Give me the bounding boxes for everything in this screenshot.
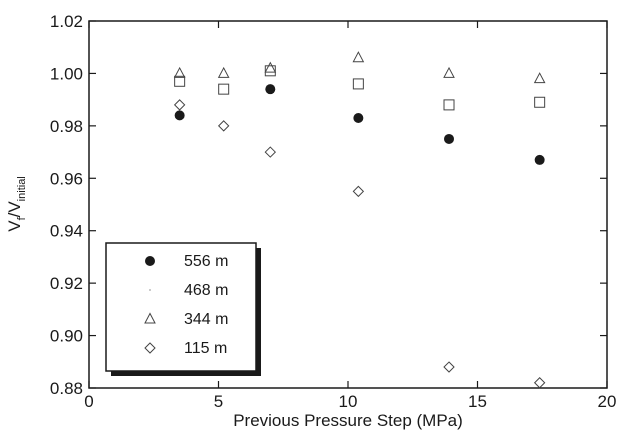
point-468-m <box>534 96 546 108</box>
y-axis-title-main: V <box>5 220 24 232</box>
point-468-m <box>264 65 276 77</box>
y-tick-label: 1.02 <box>50 12 83 31</box>
point-556-m <box>534 154 545 165</box>
x-tick-label: 15 <box>468 392 487 411</box>
point-115-m <box>217 120 230 132</box>
x-tick-label: 5 <box>214 392 223 411</box>
legend: 556 m 468 m 344 m 115 m <box>105 242 261 376</box>
point-115-m <box>533 377 546 389</box>
point-115-m <box>443 361 455 373</box>
y-axis-title-sub2: initial <box>16 176 28 201</box>
y-tick-label: 0.96 <box>50 169 83 188</box>
point-556-m <box>444 133 455 144</box>
point-556-m <box>353 112 364 123</box>
point-115-m <box>264 146 277 158</box>
legend-label-344-m: 344 m <box>184 311 228 328</box>
legend-marker-115-m <box>144 342 156 354</box>
point-556-m <box>265 84 276 95</box>
y-tick-label: 0.90 <box>50 327 83 346</box>
y-axis-title: Vf/Vinitial <box>5 176 28 232</box>
point-115-m <box>173 99 186 111</box>
point-344-m <box>352 51 365 63</box>
x-tick-label: 0 <box>84 392 93 411</box>
y-axis-title-slash: /V <box>5 201 24 218</box>
legend-label-115-m: 115 m <box>184 340 227 357</box>
y-tick-label: 0.98 <box>50 117 83 136</box>
y-tick-label: 1.00 <box>50 64 83 83</box>
y-axis-title-sub1: f <box>16 216 28 220</box>
data-points <box>173 51 546 389</box>
point-344-m <box>264 61 277 73</box>
legend-label-556-m: 556 m <box>184 253 228 270</box>
legend-marker-344-m <box>144 312 156 324</box>
x-tick-label: 10 <box>339 392 358 411</box>
y-tick-label: 0.94 <box>50 222 83 241</box>
point-468-m <box>218 83 230 95</box>
point-344-m <box>533 72 546 84</box>
y-tick-label: 0.92 <box>50 274 83 293</box>
y-tick-label: 0.88 <box>50 379 83 398</box>
point-468-m <box>443 99 455 111</box>
legend-box <box>105 242 257 372</box>
legend-marker-468-m <box>149 289 151 291</box>
legend-label-468-m: 468 m <box>184 282 228 299</box>
point-344-m <box>443 66 455 78</box>
legend-marker-556-m <box>145 256 155 266</box>
y-axis: 0.88 0.90 0.92 0.94 0.96 0.98 1.00 1.02 <box>50 12 607 398</box>
legend-items: 556 m 468 m 344 m 115 m <box>144 253 228 357</box>
point-556-m <box>174 110 185 121</box>
point-344-m <box>173 66 186 78</box>
x-axis-title: Previous Pressure Step (MPa) <box>233 411 463 430</box>
point-115-m <box>352 185 365 198</box>
point-344-m <box>217 66 230 78</box>
x-axis: 0 5 10 15 20 <box>84 21 616 411</box>
point-468-m <box>174 75 186 87</box>
x-tick-label: 20 <box>598 392 617 411</box>
point-468-m <box>352 78 364 90</box>
